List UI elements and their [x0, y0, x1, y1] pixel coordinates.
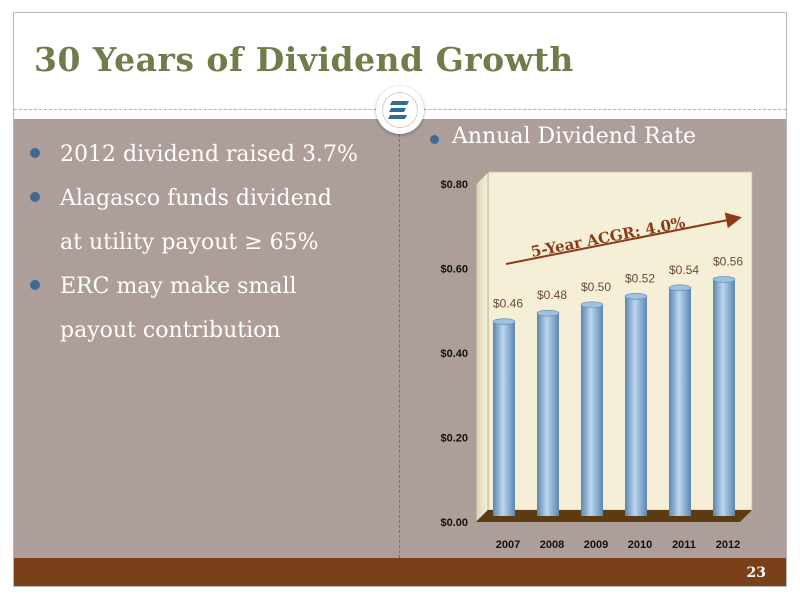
bullet-item: 2012 dividend raised 3.7%: [30, 133, 390, 177]
bullet-text: Alagasco funds dividend: [60, 186, 332, 211]
energen-e-logo-icon: [376, 86, 424, 134]
bullet-text: 2012 dividend raised 3.7%: [60, 142, 358, 167]
bullet-dot-icon: [30, 280, 40, 290]
chart-heading-text: Annual Dividend Rate: [452, 124, 697, 149]
bullet-list: 2012 dividend raised 3.7% Alagasco funds…: [30, 133, 390, 353]
slide-title: 30 Years of Dividend Growth: [34, 40, 574, 79]
bullet-text-continued: at utility payout ≥ 65%: [60, 230, 319, 255]
bullet-item: Alagasco funds dividend at utility payou…: [30, 177, 390, 265]
chart-heading: Annual Dividend Rate: [428, 124, 696, 149]
bullet-dot-icon: [430, 135, 439, 144]
bullet-dot-icon: [30, 148, 40, 158]
bullet-item: ERC may make small payout contribution: [30, 265, 390, 353]
page-number: 23: [746, 565, 766, 581]
bullet-text: ERC may make small: [60, 274, 297, 299]
footer-bar: [14, 558, 786, 586]
column-divider: [399, 119, 400, 558]
slide-frame: [13, 12, 787, 587]
bullet-text-continued: payout contribution: [60, 318, 281, 343]
bullet-dot-icon: [30, 192, 40, 202]
